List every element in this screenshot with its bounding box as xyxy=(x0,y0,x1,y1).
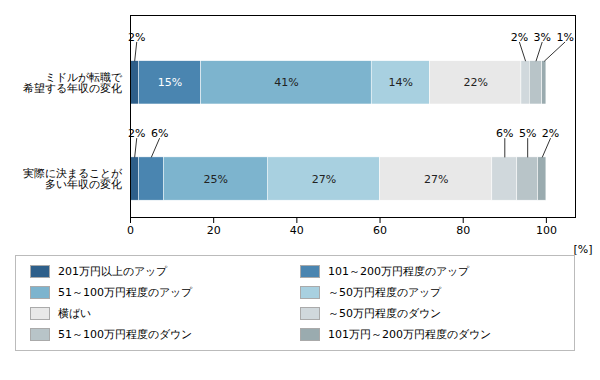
svg-text:実際に決まることが多い年収の変化: 実際に決まることが多い年収の変化 xyxy=(23,167,123,191)
svg-text:40: 40 xyxy=(290,224,304,237)
html-text:101万円～200万円程度のダウン: 101万円～200万円程度のダウン xyxy=(328,328,491,341)
svg-text:100: 100 xyxy=(536,224,557,237)
html-text:～50万円程度のダウン: ～50万円程度のダウン xyxy=(328,307,441,320)
html-text:51～100万円程度のアップ: 51～100万円程度のアップ xyxy=(58,286,192,299)
html-text:101～200万円程度のアップ: 101～200万円程度のアップ xyxy=(328,265,469,278)
svg-text:25%: 25% xyxy=(204,173,228,186)
html-text:～50万円程度のアップ: ～50万円程度のアップ xyxy=(328,286,441,299)
svg-text:27%: 27% xyxy=(424,173,448,186)
svg-text:0: 0 xyxy=(127,224,134,237)
svg-text:14%: 14% xyxy=(389,76,413,89)
svg-text:2%: 2% xyxy=(511,31,528,44)
svg-text:22%: 22% xyxy=(463,76,487,89)
svg-text:5%: 5% xyxy=(519,127,536,140)
svg-text:2%: 2% xyxy=(128,31,146,44)
svg-text:6%: 6% xyxy=(151,127,168,140)
svg-text:41%: 41% xyxy=(274,76,298,89)
svg-text:20: 20 xyxy=(207,224,221,237)
svg-text:1%: 1% xyxy=(556,31,573,44)
svg-text:3%: 3% xyxy=(534,31,551,44)
html-text:201万円以上のアップ: 201万円以上のアップ xyxy=(58,265,167,278)
svg-text:2%: 2% xyxy=(128,127,146,141)
svg-text:27%: 27% xyxy=(312,173,336,186)
svg-text:6%: 6% xyxy=(496,127,513,140)
svg-text:80: 80 xyxy=(456,224,470,237)
svg-text:15%: 15% xyxy=(158,76,182,89)
svg-text:ミドルが転職で希望する年収の変化: ミドルが転職で希望する年収の変化 xyxy=(23,71,123,95)
html-text:横ばい: 横ばい xyxy=(58,307,91,320)
html-text:51～100万円程度のダウン: 51～100万円程度のダウン xyxy=(58,328,192,341)
svg-text:[%]: [%] xyxy=(573,243,592,256)
svg-text:2%: 2% xyxy=(542,127,559,140)
svg-text:60: 60 xyxy=(373,224,387,237)
